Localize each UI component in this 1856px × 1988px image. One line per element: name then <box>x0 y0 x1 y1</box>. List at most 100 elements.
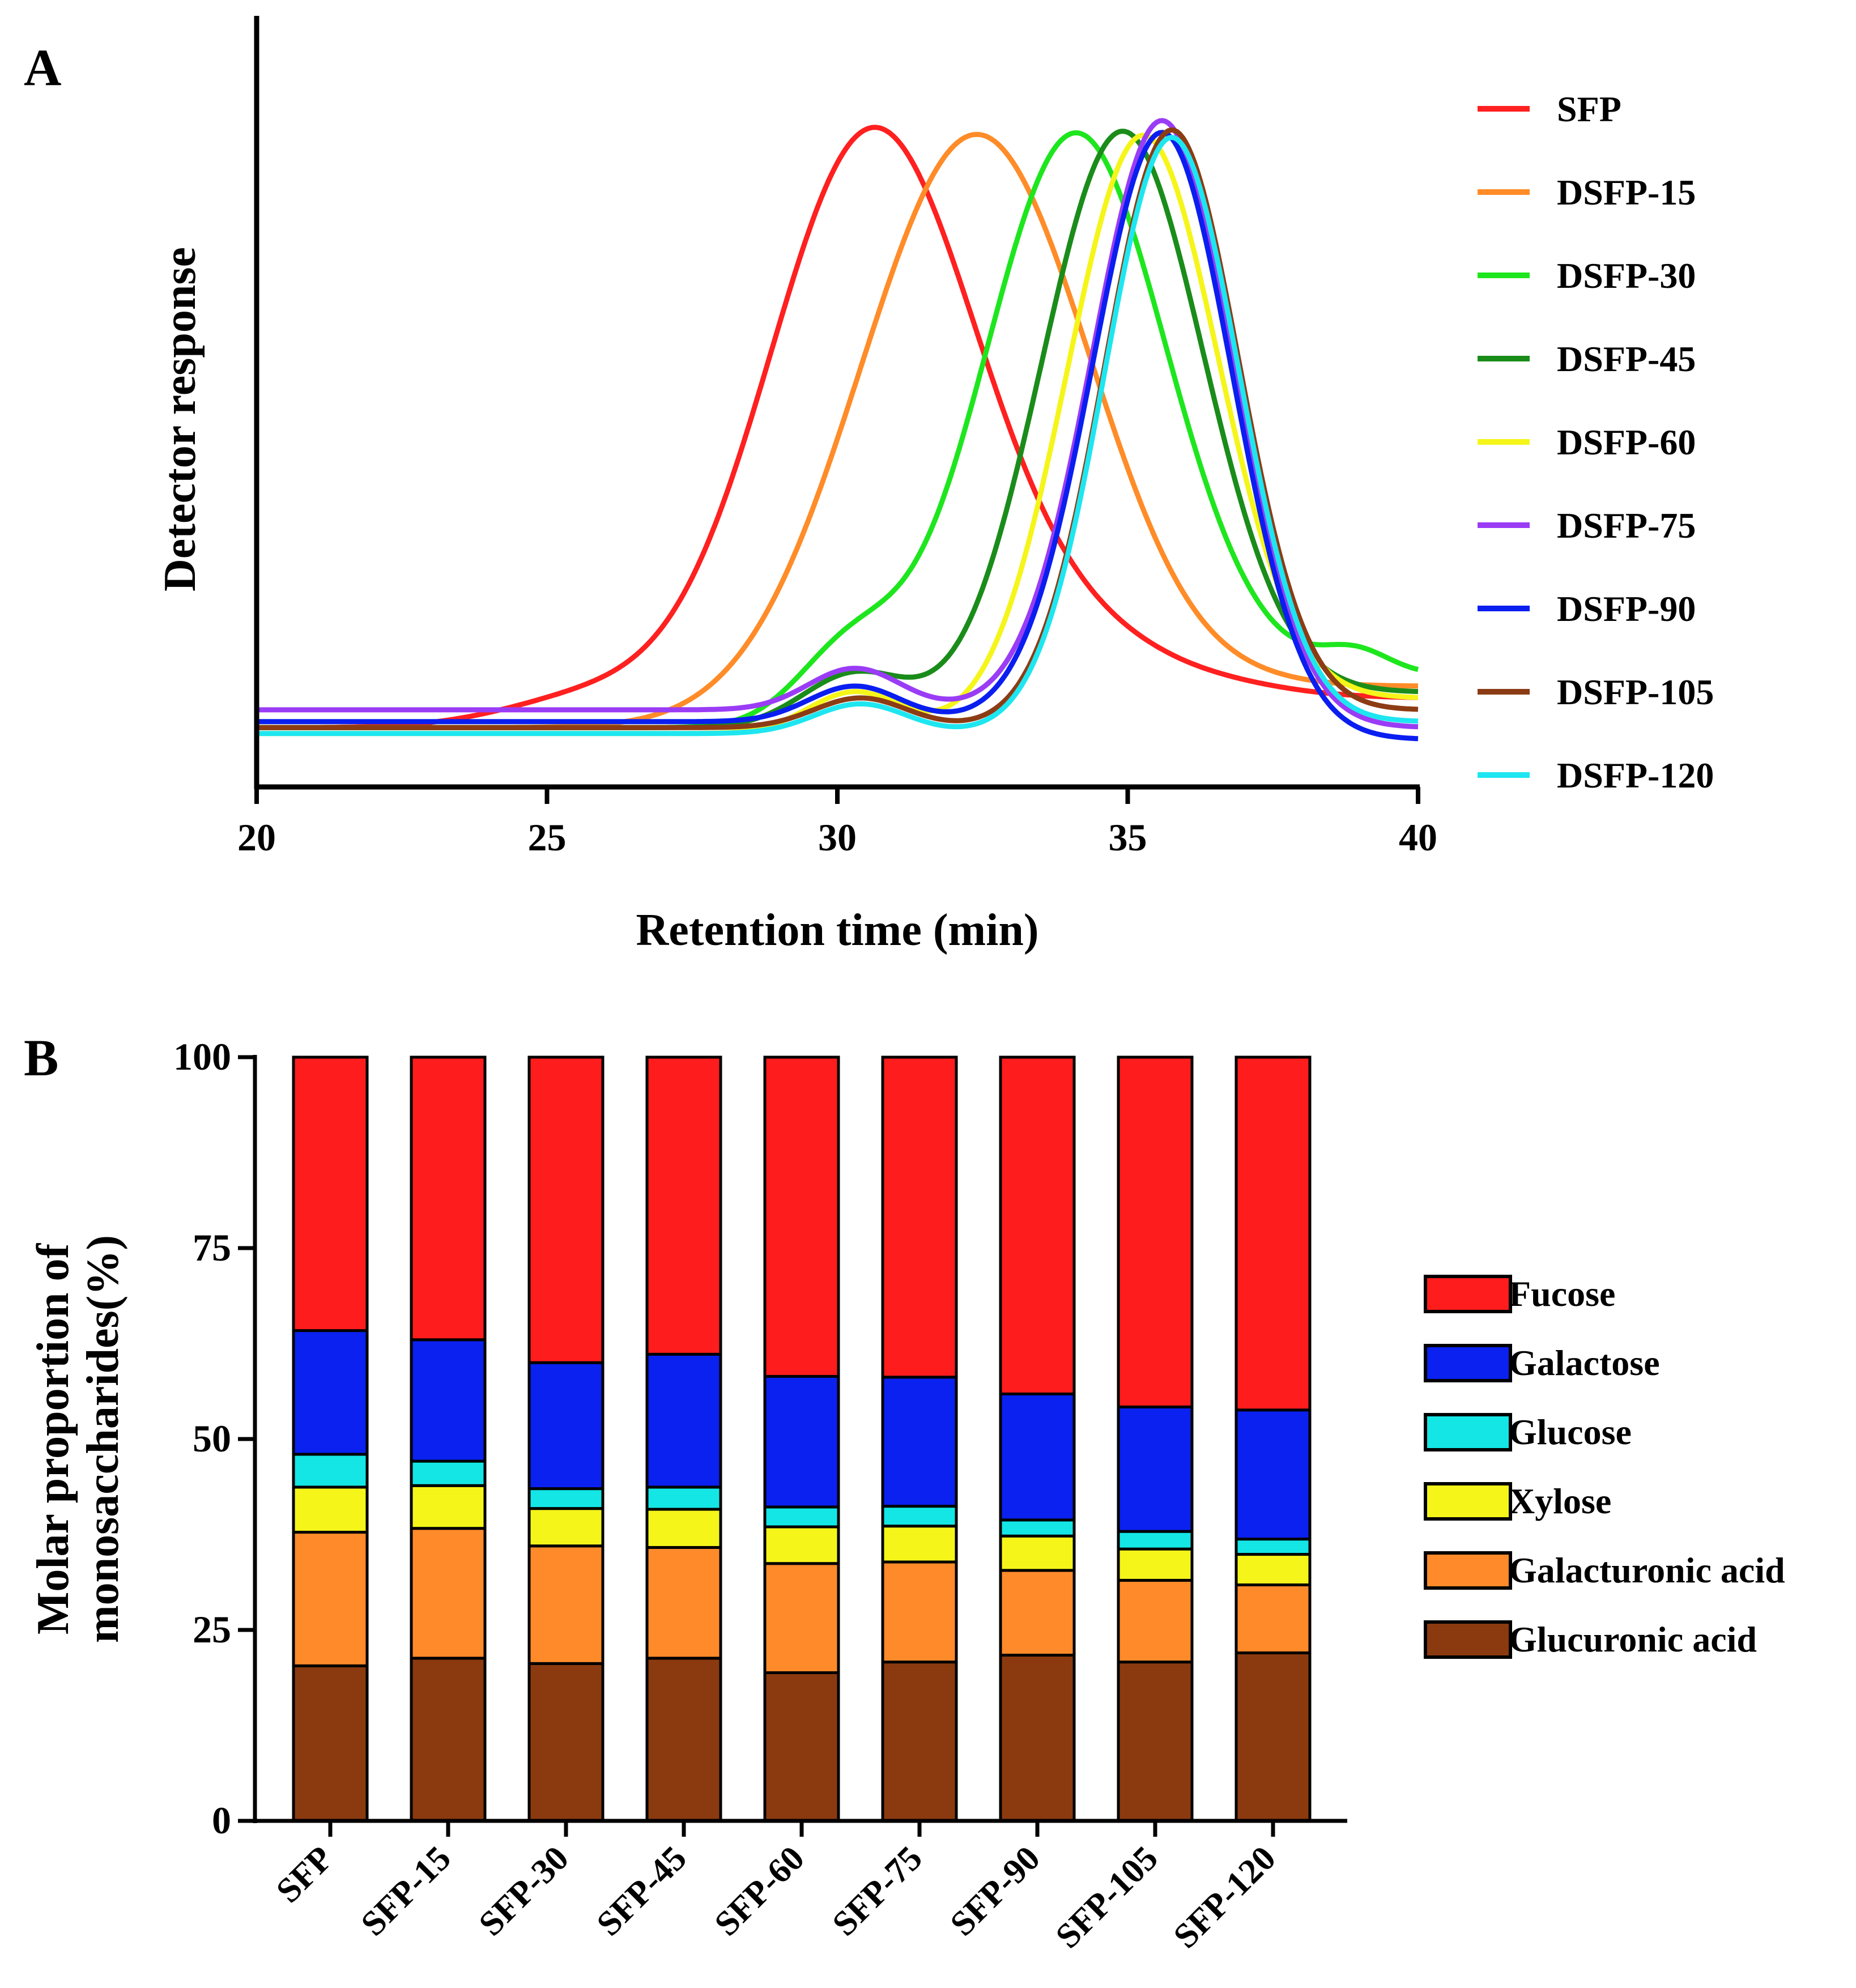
bar-segment-galacturonic-acid <box>527 1544 605 1665</box>
legend-label-xylose: Xylose <box>1509 1481 1611 1521</box>
legend-swatch-glucuronic-acid <box>1424 1620 1512 1659</box>
bar-segment-glucuronic-acid <box>410 1657 487 1823</box>
b-x-tick-label-sfp-30: SFP-30 <box>471 1839 576 1943</box>
bar-sfp-45 <box>645 1055 722 1823</box>
b-y-tick-label: 0 <box>212 1799 231 1842</box>
bar-segment-fucose <box>763 1055 840 1378</box>
bar-segment-galactose <box>1235 1408 1312 1541</box>
bar-segment-glucose <box>527 1487 605 1510</box>
a-x-ticks: 20 25 30 35 40 <box>237 787 1437 859</box>
bar-segment-glucuronic-acid <box>527 1662 605 1823</box>
bar-segment-xylose <box>763 1525 840 1565</box>
b-y-ticks: 0 25 50 75 100 <box>173 1035 255 1842</box>
bar-segment-galacturonic-acid <box>645 1546 722 1660</box>
legend-label-sfp: SFP <box>1557 89 1621 129</box>
bar-segment-xylose <box>292 1485 369 1534</box>
b-x-tick-label-sfp-90: SFP-90 <box>943 1839 1047 1943</box>
series-line-dsfp-90 <box>257 130 1419 742</box>
a-x-tick-label: 35 <box>1109 816 1147 859</box>
legend-label-dsfp-15: DSFP-15 <box>1557 172 1696 212</box>
legend-label-dsfp-60: DSFP-60 <box>1557 422 1696 462</box>
bar-segment-fucose <box>645 1055 722 1356</box>
bar-segment-fucose <box>410 1055 487 1342</box>
bar-segment-xylose <box>1235 1553 1312 1586</box>
b-y-tick-label: 75 <box>193 1226 231 1269</box>
b-y-tick-label: 50 <box>193 1417 231 1460</box>
legend-label-dsfp-45: DSFP-45 <box>1557 339 1696 379</box>
a-legend: SFP DSFP-15 DSFP-30 DSFP-45 DSFP-60 DSFP-75 DS… <box>1478 89 1714 795</box>
bar-segment-galactose <box>881 1376 958 1508</box>
legend-label-fucose: Fucose <box>1509 1274 1615 1314</box>
bar-sfp-60 <box>763 1055 840 1823</box>
bar-segment-galactose <box>527 1361 605 1491</box>
bar-sfp-75 <box>881 1055 958 1823</box>
a-x-tick-label: 40 <box>1399 816 1437 859</box>
b-y-tick-label: 100 <box>173 1035 231 1078</box>
b-x-tick-label-sfp-75: SFP-75 <box>825 1839 929 1943</box>
b-legend: Fucose Galactose Glucose Xylose Galacturonic… <box>1424 1274 1785 1659</box>
bar-segment-glucose <box>999 1518 1076 1538</box>
bar-segment-xylose <box>645 1508 722 1549</box>
legend-swatch-glucose <box>1424 1413 1512 1451</box>
bar-segment-glucuronic-acid <box>763 1671 840 1823</box>
series-line-dsfp-120 <box>257 135 1419 737</box>
b-y-axis-title: Molar proportion of monosaccharides(%) <box>28 1235 128 1643</box>
bar-segment-glucuronic-acid <box>1117 1661 1194 1823</box>
panel-a-line-chart: A 20 25 30 35 40 Retention time (min) Detect… <box>24 16 1714 955</box>
legend-swatch-galacturonic-acid <box>1424 1551 1512 1590</box>
legend-swatch-fucose <box>1424 1275 1512 1313</box>
bar-sfp-15 <box>410 1055 487 1823</box>
b-y-axis-title-line1: Molar proportion of <box>28 1242 78 1634</box>
bar-sfp-105 <box>1117 1055 1194 1823</box>
legend-label-galactose: Galactose <box>1509 1343 1660 1383</box>
bar-segment-glucose <box>410 1459 487 1487</box>
bar-segment-xylose <box>527 1507 605 1548</box>
bar-segment-glucose <box>292 1453 369 1489</box>
bar-segment-galactose <box>410 1338 487 1463</box>
b-x-tick-label-sfp-45: SFP-45 <box>589 1839 693 1943</box>
bar-segment-galacturonic-acid <box>999 1569 1076 1657</box>
bar-segment-galactose <box>645 1352 722 1489</box>
bar-segment-galacturonic-acid <box>763 1562 840 1674</box>
a-x-tick-label: 20 <box>237 816 276 859</box>
bar-segment-glucose <box>881 1505 958 1528</box>
bar-sfp-120 <box>1235 1055 1312 1823</box>
chromatogram-curves <box>257 118 1419 742</box>
bar-segment-xylose <box>410 1484 487 1530</box>
bar-segment-galacturonic-acid <box>1117 1578 1194 1664</box>
bar-segment-galacturonic-acid <box>292 1530 369 1667</box>
legend-label-dsfp-120: DSFP-120 <box>1557 755 1714 795</box>
legend-label-dsfp-75: DSFP-75 <box>1557 505 1696 546</box>
bar-segment-xylose <box>1117 1547 1194 1582</box>
legend-label-galacturonic-acid: Galacturonic acid <box>1509 1550 1785 1590</box>
bar-segment-galactose <box>292 1329 369 1456</box>
bar-segment-glucuronic-acid <box>1235 1651 1312 1823</box>
bar-segment-fucose <box>527 1055 605 1364</box>
bar-segment-glucose <box>763 1505 840 1529</box>
b-x-tick-label-sfp-15: SFP-15 <box>354 1839 458 1943</box>
b-y-tick-label: 25 <box>193 1608 231 1651</box>
a-y-axis-title: Detector response <box>155 247 205 591</box>
legend-label-dsfp-105: DSFP-105 <box>1557 672 1714 712</box>
bar-segment-galacturonic-acid <box>410 1527 487 1660</box>
bar-segment-glucuronic-acid <box>999 1653 1076 1823</box>
bar-sfp <box>292 1055 369 1823</box>
b-x-ticks: SFP SFP-15 SFP-30 SFP-45 SFP-60 SFP-75 SFP-90 S… <box>269 1821 1283 1956</box>
legend-label-glucose: Glucose <box>1509 1412 1632 1452</box>
bar-segment-glucose <box>1117 1530 1194 1551</box>
bar-segment-glucuronic-acid <box>881 1661 958 1823</box>
a-x-axis-title: Retention time (min) <box>636 905 1039 955</box>
bar-segment-fucose <box>999 1055 1076 1395</box>
a-x-tick-label: 25 <box>528 816 567 859</box>
a-x-tick-label: 30 <box>818 816 857 859</box>
stacked-bars <box>292 1055 1312 1823</box>
bar-sfp-30 <box>527 1055 605 1823</box>
bar-segment-fucose <box>881 1055 958 1379</box>
panel-b-label: B <box>24 1029 58 1087</box>
legend-swatch-xylose <box>1424 1482 1512 1521</box>
legend-label-dsfp-30: DSFP-30 <box>1557 256 1696 296</box>
bar-segment-xylose <box>881 1525 958 1564</box>
legend-swatch-galactose <box>1424 1344 1512 1382</box>
legend-label-dsfp-90: DSFP-90 <box>1557 589 1696 629</box>
bar-segment-xylose <box>999 1534 1076 1572</box>
